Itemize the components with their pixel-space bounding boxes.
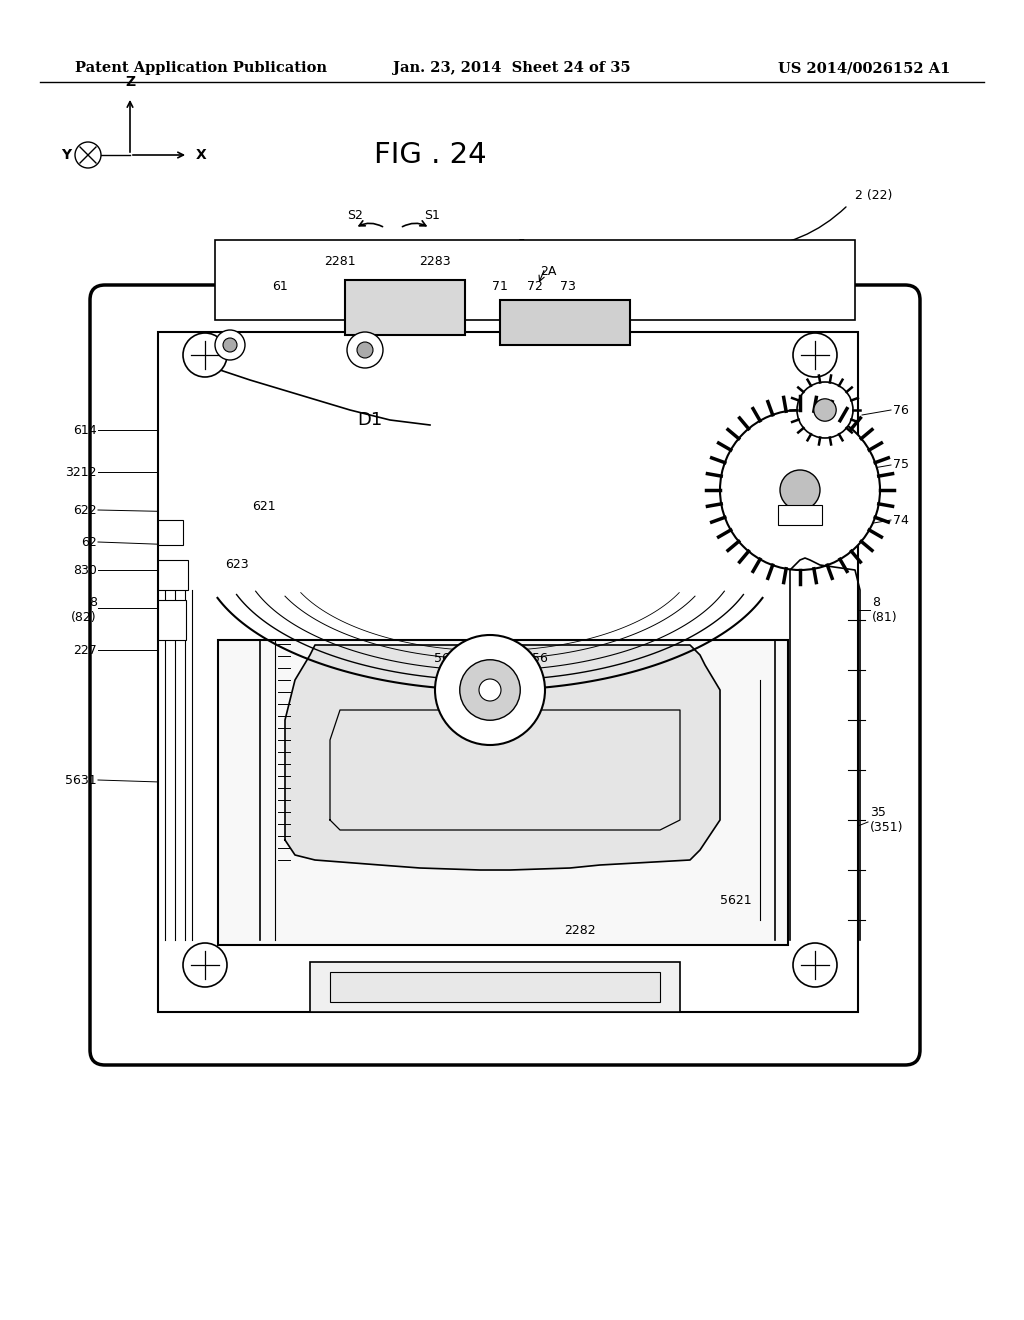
Circle shape	[183, 333, 227, 378]
Text: X: X	[196, 148, 207, 162]
Circle shape	[183, 942, 227, 987]
Text: 228: 228	[353, 280, 377, 293]
Text: 2282: 2282	[564, 924, 596, 936]
Text: 614: 614	[74, 424, 97, 437]
Text: 2281: 2281	[325, 255, 355, 268]
Text: 61: 61	[272, 280, 288, 293]
Text: 73: 73	[560, 280, 575, 293]
Circle shape	[780, 470, 820, 510]
Bar	[590, 310, 625, 335]
Circle shape	[479, 678, 501, 701]
Bar	[158, 601, 186, 640]
Text: 22L: 22L	[745, 248, 768, 261]
Circle shape	[797, 381, 853, 438]
FancyBboxPatch shape	[90, 285, 920, 1065]
Bar	[778, 506, 822, 525]
Text: 623: 623	[225, 558, 249, 572]
Text: Jan. 23, 2014  Sheet 24 of 35: Jan. 23, 2014 Sheet 24 of 35	[393, 61, 631, 75]
Bar	[310, 962, 680, 1012]
Text: 2A: 2A	[540, 265, 556, 279]
Text: S1: S1	[424, 209, 440, 222]
Circle shape	[75, 143, 101, 168]
Text: 227: 227	[74, 644, 97, 656]
Circle shape	[223, 338, 237, 352]
Text: 62: 62	[81, 536, 97, 549]
Bar	[345, 280, 465, 335]
Text: 71: 71	[493, 280, 508, 293]
Circle shape	[435, 635, 545, 744]
Text: 35
(351): 35 (351)	[870, 805, 903, 834]
Text: FIG . 24: FIG . 24	[374, 141, 486, 169]
Text: 2283: 2283	[419, 255, 451, 268]
Text: 5: 5	[518, 239, 526, 252]
Text: 8
(82): 8 (82)	[72, 595, 97, 624]
Text: S2: S2	[347, 209, 362, 222]
Bar	[158, 560, 188, 590]
Text: 2 (22): 2 (22)	[855, 189, 892, 202]
Circle shape	[357, 342, 373, 358]
Text: Y: Y	[60, 148, 71, 162]
Circle shape	[460, 660, 520, 721]
Text: 222: 222	[443, 280, 467, 293]
Polygon shape	[285, 645, 720, 870]
Bar	[500, 300, 630, 345]
Bar	[158, 333, 858, 1012]
Circle shape	[720, 411, 880, 570]
Text: D1: D1	[357, 411, 383, 429]
Bar	[215, 240, 855, 319]
Text: 72: 72	[527, 280, 543, 293]
Text: 5621: 5621	[720, 894, 752, 907]
Text: 75: 75	[893, 458, 909, 471]
Circle shape	[814, 399, 837, 421]
Text: 56: 56	[532, 652, 548, 664]
Text: 5611: 5611	[434, 652, 466, 664]
Text: 74: 74	[893, 513, 909, 527]
Bar	[330, 972, 660, 1002]
Bar	[158, 520, 183, 545]
Circle shape	[793, 942, 837, 987]
Text: 830: 830	[73, 564, 97, 577]
Text: 622: 622	[74, 503, 97, 516]
Bar	[218, 640, 788, 945]
Text: 621: 621	[252, 500, 275, 513]
Text: 5631: 5631	[66, 774, 97, 787]
Text: US 2014/0026152 A1: US 2014/0026152 A1	[777, 61, 950, 75]
Text: 3212: 3212	[66, 466, 97, 479]
Text: 76: 76	[893, 404, 909, 417]
Circle shape	[347, 333, 383, 368]
Circle shape	[793, 333, 837, 378]
Text: Patent Application Publication: Patent Application Publication	[75, 61, 327, 75]
Circle shape	[215, 330, 245, 360]
Text: 8
(81): 8 (81)	[872, 595, 898, 624]
Text: Z: Z	[125, 75, 135, 88]
